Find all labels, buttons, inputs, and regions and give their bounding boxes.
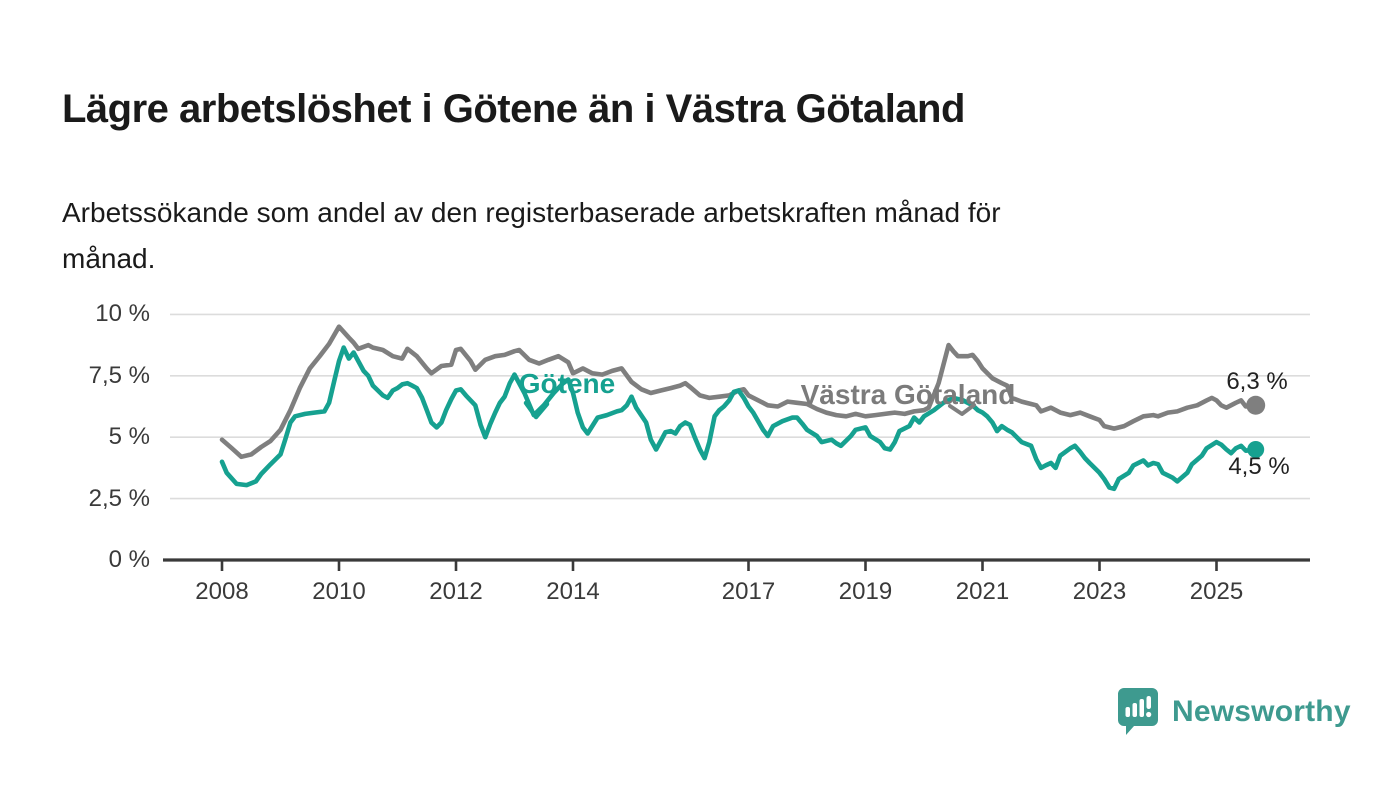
x-tick-label: 2019 [838,578,893,605]
newsworthy-logo-icon [1118,688,1158,735]
logo-bars-icon [1125,696,1152,718]
series-line [219,324,1258,460]
vastra-gotaland-pointer-icon [948,403,976,416]
series-end-dot [1246,395,1266,415]
page-title: Lägre arbetslöshet i Götene än i Västra … [62,86,965,131]
newsworthy-logo: Newsworthy [1118,688,1351,736]
series-label-goetene: Götene [518,368,616,399]
x-tick-label: 2017 [721,578,776,605]
newsworthy-logo-text: Newsworthy [1172,695,1351,728]
series-label-vastra-gotaland: Västra Götaland [800,379,1016,410]
chart-series [219,324,1266,492]
series-line [219,345,1258,492]
x-tick-label: 2023 [1072,578,1127,605]
series-end-dot [1247,440,1265,458]
x-tick-label: 2014 [546,578,600,605]
y-tick-label: 2,5 % [88,484,150,512]
end-value-label-goetene: 4,5 % [1228,453,1290,480]
x-tick-label: 2010 [312,578,366,605]
chart-subtitle: Arbetssökande som andel av den registerb… [62,197,1001,275]
x-axis [163,558,1310,571]
end-value-label-vastra-gotaland: 6,3 % [1226,368,1288,395]
y-tick-label: 10 % [95,300,150,328]
y-tick-label: 5 % [108,423,150,451]
x-tick-label: 2008 [195,578,249,605]
y-tick-label: 0 % [108,546,150,573]
y-tick-label: 7,5 % [88,361,150,389]
x-tick-label: 2021 [955,578,1010,605]
gridlines [170,313,1310,500]
goetene-pointer-icon [523,400,550,420]
x-tick-label: 2012 [429,578,483,605]
x-tick-label: 2025 [1189,578,1244,605]
